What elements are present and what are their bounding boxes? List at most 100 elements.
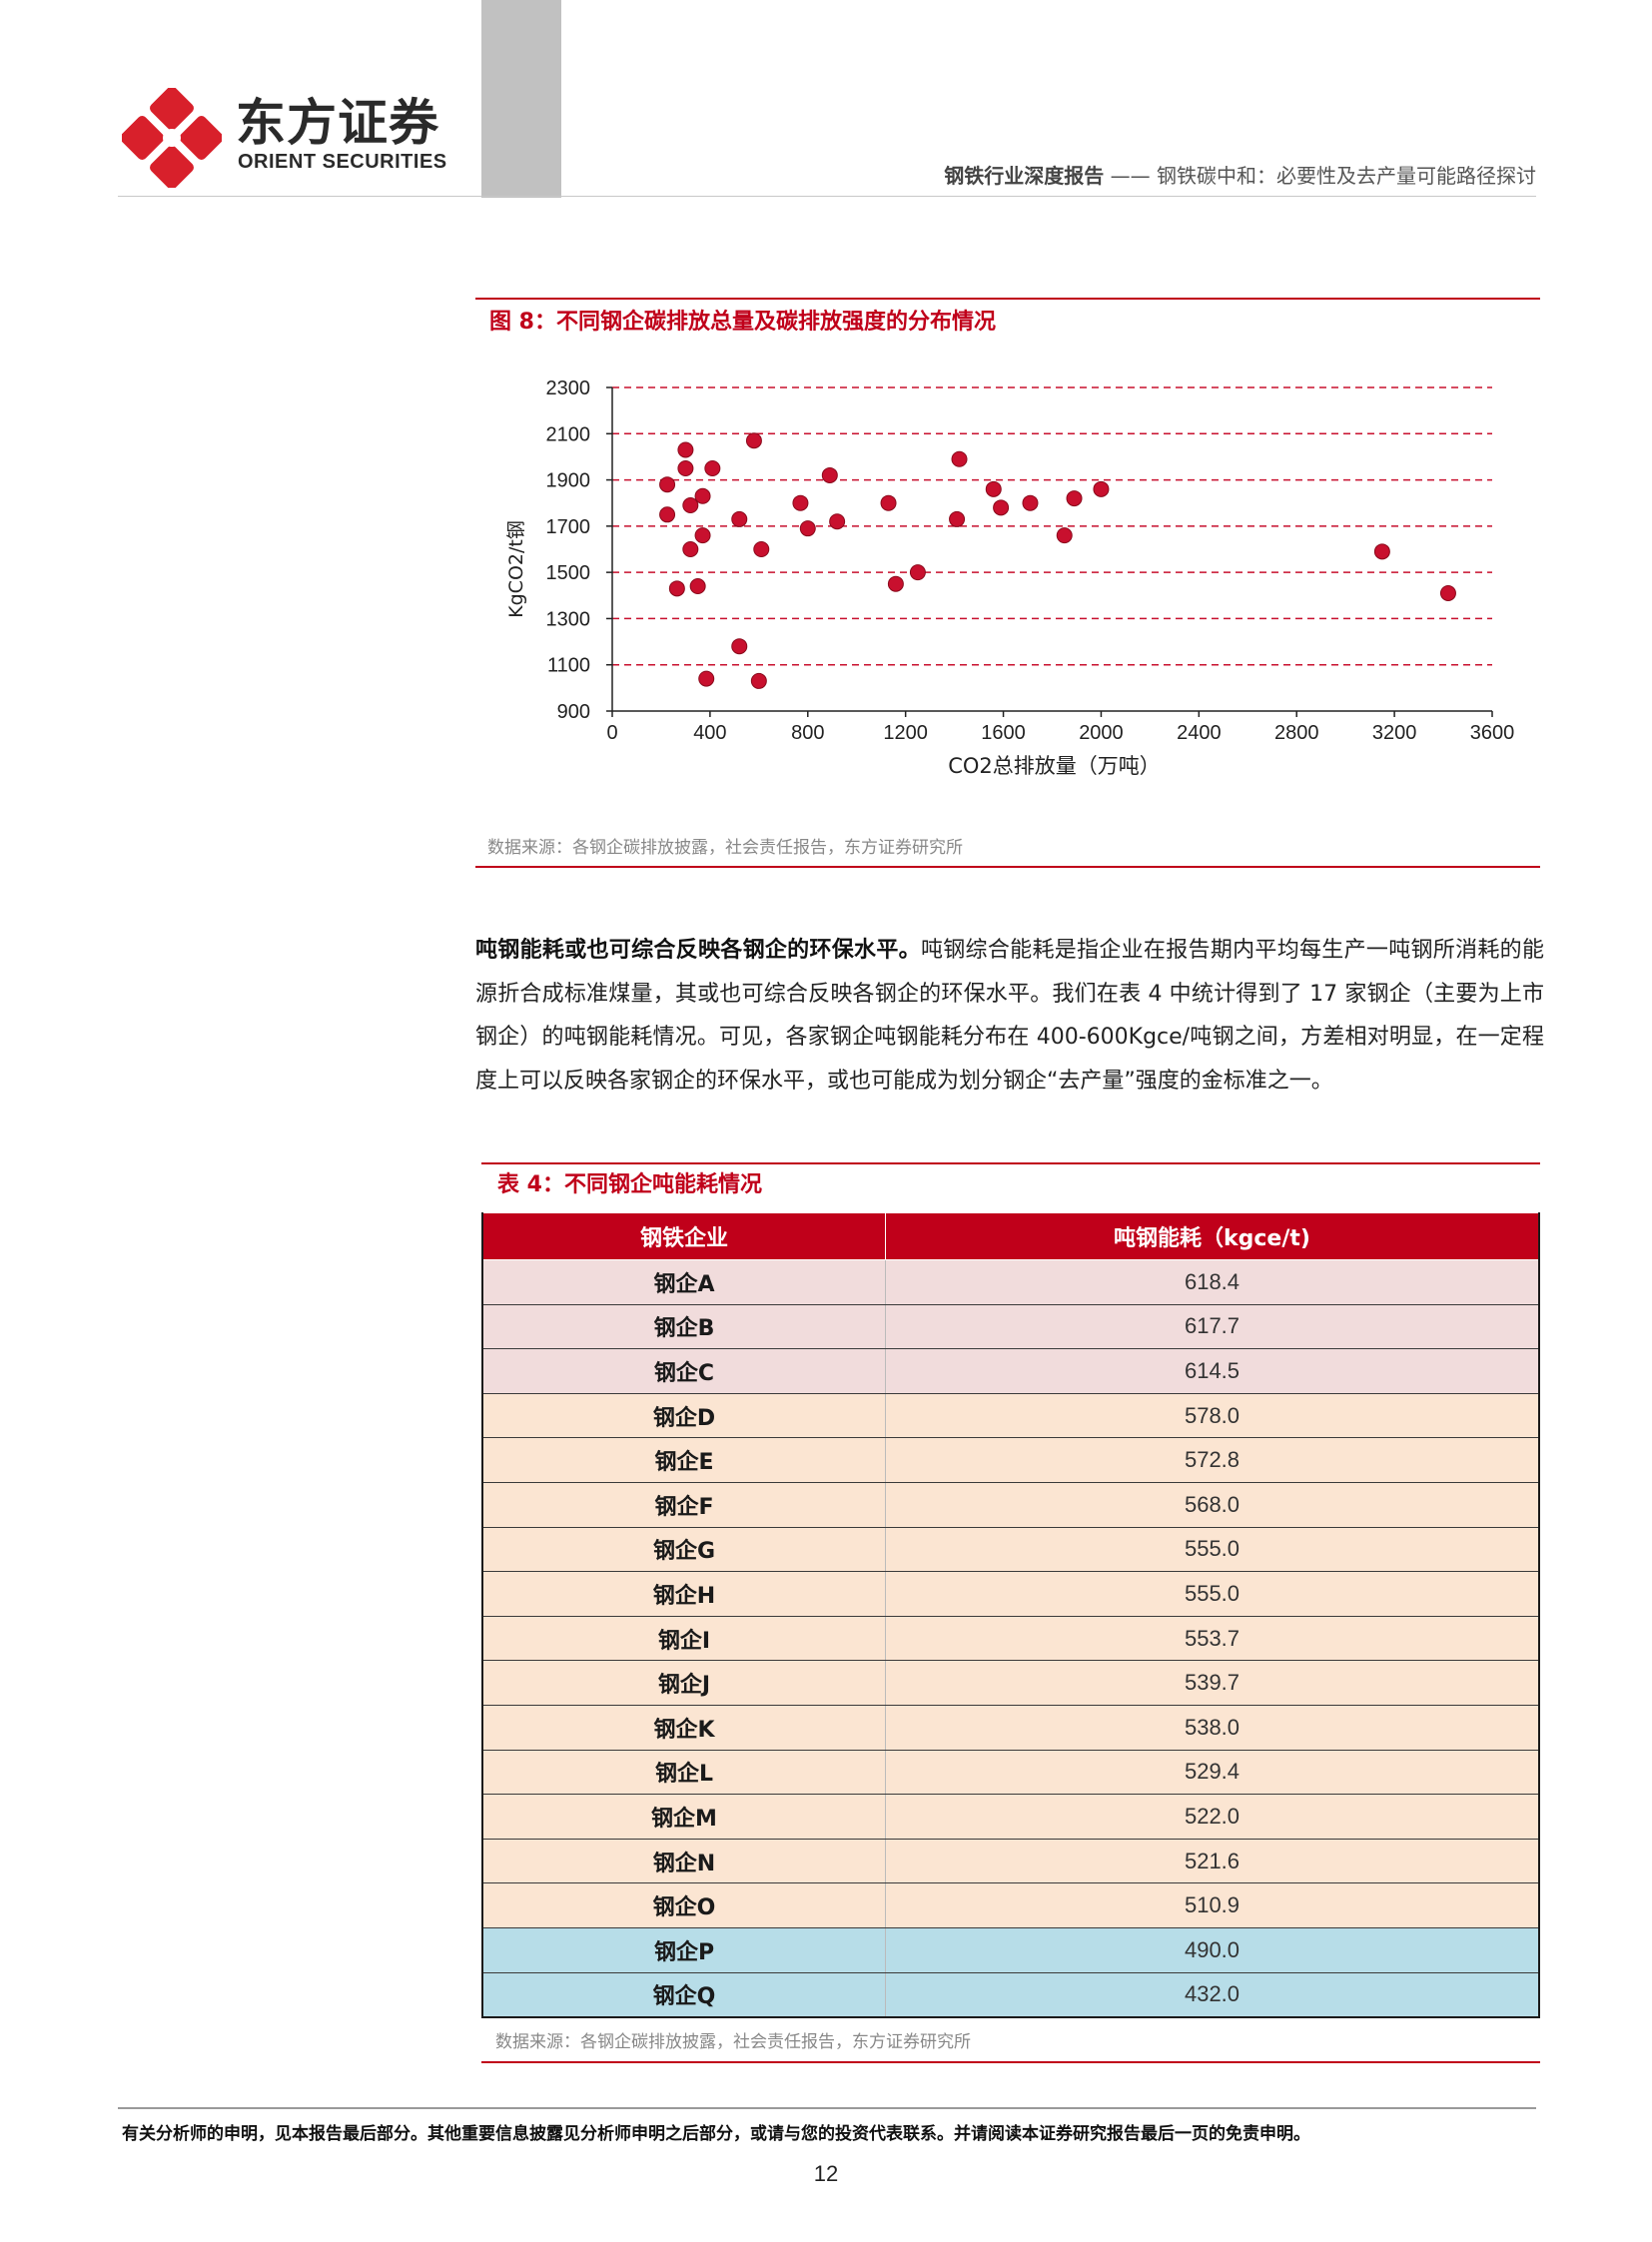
company-name-cell: 钢企K xyxy=(482,1704,886,1751)
energy-value-cell: 555.0 xyxy=(885,1571,1539,1617)
x-tick-label: 3600 xyxy=(1470,722,1515,744)
company-name-cell: 钢企D xyxy=(482,1392,886,1439)
data-point xyxy=(887,575,904,592)
y-axis-label: KgCO2/t钢 xyxy=(505,520,527,618)
company-name-cell: 钢企J xyxy=(482,1660,886,1706)
y-tick-label: 1500 xyxy=(546,562,591,584)
company-name-cell: 钢企E xyxy=(482,1437,886,1483)
energy-consumption-table: 钢铁企业 吨钢能耗（kgce/t) 钢企A 618.4 钢企B 617.7 钢企C 614… xyxy=(481,1212,1540,2019)
table-row: 钢企J 539.7 xyxy=(482,1660,1539,1706)
company-name-cell: 钢企C xyxy=(482,1348,886,1394)
energy-value-cell: 614.5 xyxy=(885,1348,1539,1394)
company-name-cell: 钢企M xyxy=(482,1794,886,1840)
energy-value-cell: 529.4 xyxy=(885,1749,1539,1796)
data-point xyxy=(682,541,699,557)
paragraph-lead: 吨钢能耗或也可综合反映各钢企的环保水平。 xyxy=(475,938,921,963)
energy-value-cell: 490.0 xyxy=(885,1926,1539,1973)
body-paragraph: 吨钢能耗或也可综合反映各钢企的环保水平。吨钢综合能耗是指企业在报告期内平均每生产… xyxy=(475,929,1544,1103)
y-tick-label: 2300 xyxy=(546,377,591,399)
table-source: 数据来源：各钢企碳排放披露，社会责任报告，东方证券研究所 xyxy=(495,2032,971,2052)
data-point xyxy=(698,670,715,687)
figure-source: 数据来源：各钢企碳排放披露，社会责任报告，东方证券研究所 xyxy=(487,838,963,858)
table-row: 钢企C 614.5 xyxy=(482,1348,1539,1394)
energy-value-cell: 618.4 xyxy=(885,1259,1539,1305)
figure-bottom-rule xyxy=(475,866,1540,868)
figure-caption: 图 8：不同钢企碳排放总量及碳排放强度的分布情况 xyxy=(489,310,996,335)
data-point xyxy=(677,441,694,458)
data-point xyxy=(821,466,838,483)
page-number: 12 xyxy=(813,2161,839,2186)
energy-value-cell: 578.0 xyxy=(885,1392,1539,1439)
y-tick-label: 2100 xyxy=(546,423,591,445)
energy-value-cell: 510.9 xyxy=(885,1882,1539,1928)
table-caption: 表 4：不同钢企吨能耗情况 xyxy=(497,1172,762,1197)
y-tick-label: 1900 xyxy=(546,470,591,492)
brand-name-cn: 东方证券 xyxy=(236,94,439,152)
data-point xyxy=(731,510,748,527)
company-name-cell: 钢企G xyxy=(482,1526,886,1573)
data-point xyxy=(694,487,711,504)
energy-value-cell: 521.6 xyxy=(885,1838,1539,1884)
company-name-cell: 钢企A xyxy=(482,1259,886,1305)
energy-value-cell: 617.7 xyxy=(885,1303,1539,1350)
y-tick-label: 1300 xyxy=(546,608,591,630)
data-point xyxy=(1066,490,1083,507)
data-point xyxy=(792,494,809,511)
energy-value-cell: 555.0 xyxy=(885,1526,1539,1573)
data-point xyxy=(731,638,748,655)
data-point xyxy=(1093,480,1110,497)
company-name-cell: 钢企H xyxy=(482,1571,886,1617)
y-tick-label: 900 xyxy=(557,701,590,723)
data-point xyxy=(985,480,1002,497)
data-point xyxy=(829,513,846,530)
x-tick-label: 2800 xyxy=(1274,722,1319,744)
energy-value-cell: 432.0 xyxy=(885,1971,1539,2018)
table-row: 钢企G 555.0 xyxy=(482,1526,1539,1573)
data-point xyxy=(1022,494,1039,511)
x-tick-label: 1600 xyxy=(981,722,1026,744)
table-row: 钢企M 522.0 xyxy=(482,1794,1539,1840)
x-tick-label: 400 xyxy=(693,722,726,744)
table-row: 钢企N 521.6 xyxy=(482,1838,1539,1884)
data-point xyxy=(750,672,767,689)
header-grey-band xyxy=(481,0,561,198)
data-point xyxy=(745,432,762,449)
table-row: 钢企O 510.9 xyxy=(482,1882,1539,1928)
footer-disclaimer: 有关分析师的申明，见本报告最后部分。其他重要信息披露见分析师申明之后部分，或请与… xyxy=(122,2124,1310,2144)
x-tick-label: 2000 xyxy=(1079,722,1124,744)
data-point xyxy=(880,494,897,511)
report-type: 钢铁行业深度报告 xyxy=(944,164,1105,188)
table-header-row: 钢铁企业 吨钢能耗（kgce/t) xyxy=(481,1212,1540,1260)
table-row: 钢企K 538.0 xyxy=(482,1704,1539,1751)
energy-value-cell: 539.7 xyxy=(885,1660,1539,1706)
column-header-energy: 吨钢能耗（kgce/t) xyxy=(885,1212,1540,1260)
data-point xyxy=(909,564,926,581)
data-point xyxy=(951,450,968,467)
data-point xyxy=(949,510,966,527)
footer-divider xyxy=(118,2107,1536,2109)
scatter-chart: 900 1100 1300 1500 1700 1900 2100 2300 0 400 800 12… xyxy=(505,377,1515,778)
company-name-cell: 钢企I xyxy=(482,1615,886,1662)
company-name-cell: 钢企Q xyxy=(482,1971,886,2018)
x-tick-label: 2400 xyxy=(1177,722,1222,744)
y-tick-label: 1700 xyxy=(546,516,591,538)
paragraph-body: 吨钢综合能耗是指企业在报告期内平均每生产一吨钢所消耗的能源折合成标准煤量，其或也… xyxy=(475,938,1544,1094)
energy-value-cell: 538.0 xyxy=(885,1704,1539,1751)
data-point xyxy=(993,499,1010,516)
figure-top-rule xyxy=(475,298,1540,300)
data-point xyxy=(677,460,694,476)
table-row: 钢企E 572.8 xyxy=(482,1437,1539,1483)
data-point xyxy=(1373,543,1390,560)
x-tick-label: 3200 xyxy=(1372,722,1417,744)
table-row: 钢企B 617.7 xyxy=(482,1303,1539,1350)
table-row: 钢企H 555.0 xyxy=(482,1571,1539,1617)
data-point xyxy=(704,460,721,476)
energy-value-cell: 568.0 xyxy=(885,1481,1539,1528)
data-point xyxy=(659,506,676,523)
table-row: 钢企D 578.0 xyxy=(482,1392,1539,1439)
company-name-cell: 钢企P xyxy=(482,1926,886,1973)
company-name-cell: 钢企L xyxy=(482,1749,886,1796)
column-header-company: 钢铁企业 xyxy=(481,1212,886,1260)
data-point xyxy=(668,580,685,597)
company-name-cell: 钢企F xyxy=(482,1481,886,1528)
